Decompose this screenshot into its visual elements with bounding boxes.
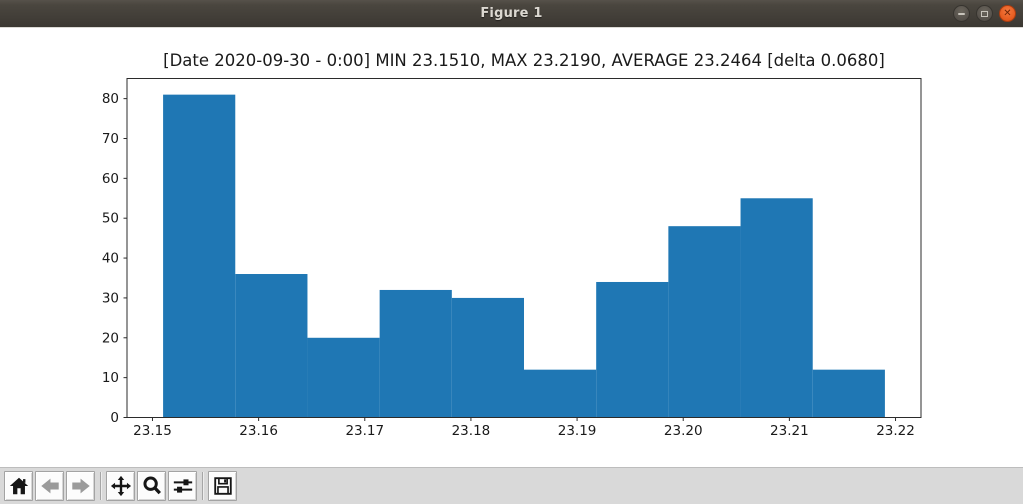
minimize-button[interactable]	[953, 5, 970, 22]
window-controls: ✕	[953, 5, 1016, 22]
home-icon	[9, 477, 28, 495]
arrow-left-icon	[40, 478, 59, 494]
histogram-chart: 23.15 23.16 23.17 23.18 23.19 23.20 23.21 23.22…	[102, 51, 922, 439]
svg-text:50: 50	[102, 211, 119, 227]
pan-button[interactable]	[106, 471, 135, 501]
window-title: Figure 1	[480, 6, 543, 21]
sliders-icon	[173, 479, 192, 493]
svg-text:70: 70	[102, 131, 119, 147]
maximize-button[interactable]	[976, 5, 993, 22]
svg-text:40: 40	[102, 251, 119, 267]
svg-text:20: 20	[102, 330, 119, 346]
toolbar-separator	[202, 472, 203, 500]
arrow-right-icon	[71, 478, 90, 494]
magnifier-icon	[142, 476, 161, 495]
maximize-icon	[981, 10, 988, 17]
move-arrows-icon	[110, 475, 131, 497]
zoom-button[interactable]	[137, 471, 166, 501]
figure-canvas: 23.15 23.16 23.17 23.18 23.19 23.20 23.21 23.22…	[0, 28, 1023, 466]
forward-button[interactable]	[66, 471, 95, 501]
minimize-icon	[958, 12, 965, 15]
svg-text:23.22: 23.22	[876, 423, 915, 439]
svg-text:23.21: 23.21	[770, 423, 809, 439]
svg-text:23.20: 23.20	[664, 423, 703, 439]
svg-text:23.17: 23.17	[345, 423, 384, 439]
svg-text:23.19: 23.19	[558, 423, 597, 439]
configure-subplots-button[interactable]	[168, 471, 197, 501]
svg-text:23.16: 23.16	[239, 423, 278, 439]
svg-text:30: 30	[102, 290, 119, 306]
svg-text:0: 0	[110, 410, 119, 426]
navigation-toolbar	[0, 467, 1023, 504]
svg-text:23.15: 23.15	[133, 423, 172, 439]
close-button[interactable]: ✕	[999, 5, 1016, 22]
svg-text:80: 80	[102, 91, 119, 107]
close-icon: ✕	[1003, 7, 1012, 19]
save-button[interactable]	[208, 471, 237, 501]
svg-text:10: 10	[102, 370, 119, 386]
svg-text:60: 60	[102, 171, 119, 187]
back-button[interactable]	[35, 471, 64, 501]
toolbar-separator	[100, 472, 101, 500]
floppy-disk-icon	[213, 477, 232, 495]
home-button[interactable]	[4, 471, 33, 501]
titlebar[interactable]: Figure 1 ✕	[0, 0, 1023, 28]
svg-text:[Date 2020-09-30 - 0:00] MIN 2: [Date 2020-09-30 - 0:00] MIN 23.1510, MA…	[163, 51, 885, 70]
svg-text:23.18: 23.18	[452, 423, 491, 439]
